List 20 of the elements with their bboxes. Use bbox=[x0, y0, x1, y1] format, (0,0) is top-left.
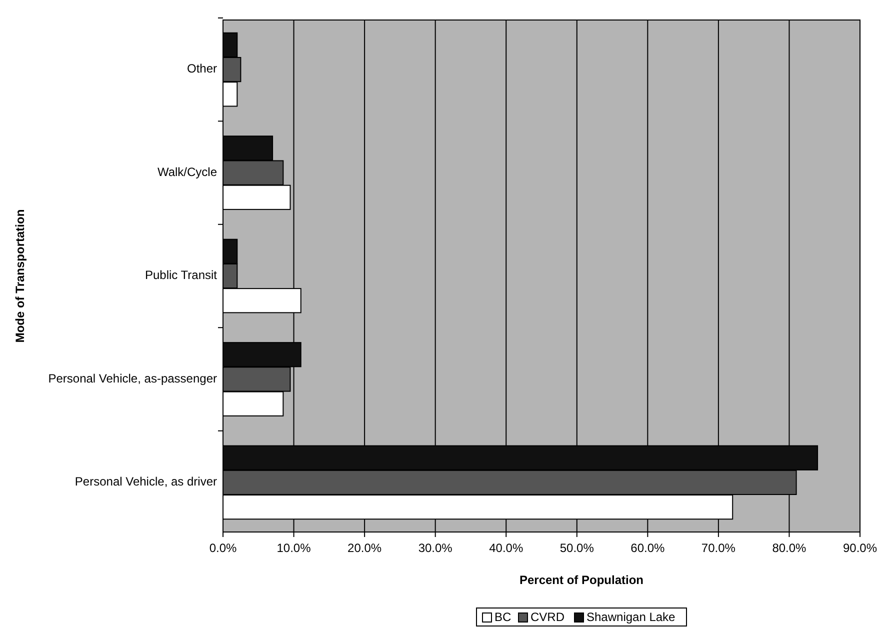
y-axis-title: Mode of Transportation bbox=[13, 209, 27, 343]
x-tick-label: 50.0% bbox=[560, 541, 594, 555]
x-tick-label: 30.0% bbox=[418, 541, 453, 555]
y-tick-label: Walk/Cycle bbox=[157, 164, 218, 179]
legend-label: BC bbox=[494, 610, 512, 624]
x-tick-label: 0.0% bbox=[209, 541, 237, 555]
y-tick-label: Personal Vehicle, as-passenger bbox=[48, 371, 217, 386]
x-tick-label: 10.0% bbox=[276, 541, 312, 555]
x-axis-title: Percent of Population bbox=[519, 573, 644, 587]
x-tick-label: 20.0% bbox=[348, 541, 382, 555]
y-tick-label: Public Transit bbox=[144, 268, 218, 282]
legend-label: Shawnigan Lake bbox=[586, 610, 676, 624]
legend-label: CVRD bbox=[530, 610, 565, 624]
x-tick-label: 40.0% bbox=[489, 541, 524, 555]
x-tick-label: 60.0% bbox=[630, 541, 666, 555]
x-tick-label: 80.0% bbox=[772, 541, 807, 555]
x-tick-label: 90.0% bbox=[842, 541, 878, 555]
y-tick-label: Personal Vehicle, as driver bbox=[74, 474, 217, 489]
y-tick-label: Other bbox=[186, 62, 217, 76]
x-tick-label: 70.0% bbox=[701, 541, 736, 555]
